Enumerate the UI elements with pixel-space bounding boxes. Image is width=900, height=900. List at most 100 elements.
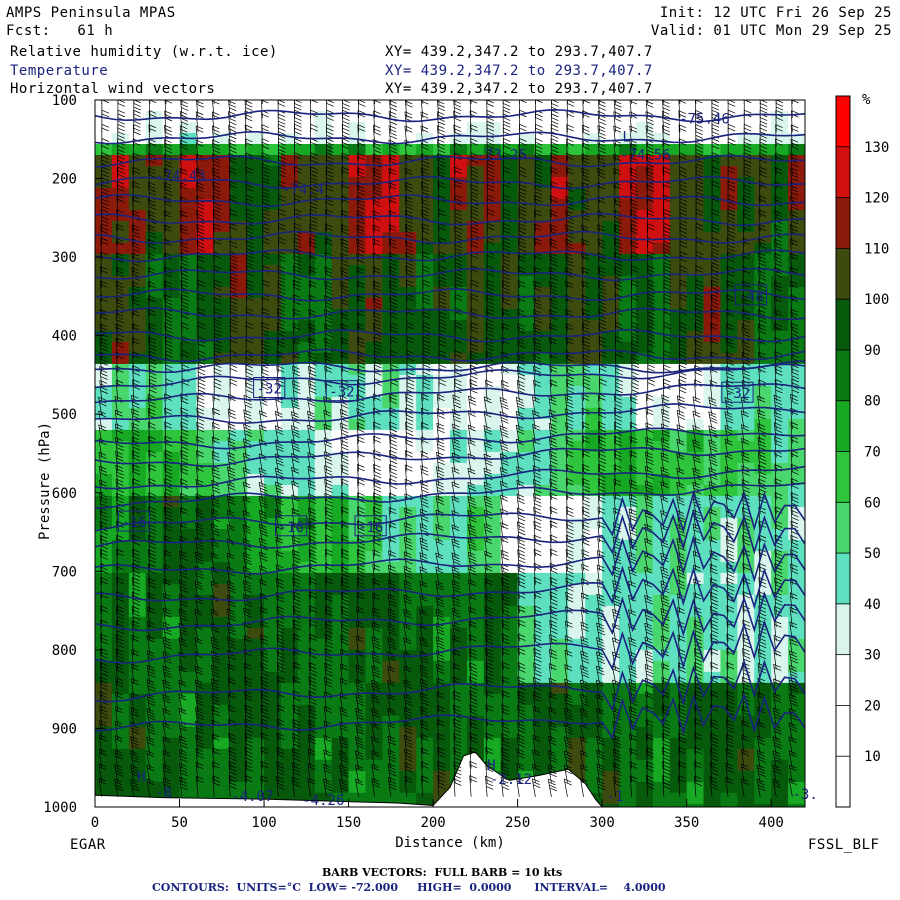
wind-barb-feather	[164, 185, 172, 190]
wind-barb-feather	[116, 630, 125, 634]
rh-cell	[433, 143, 451, 156]
wind-barb-feather	[163, 696, 171, 701]
rh-cell	[450, 759, 468, 772]
rh-cell	[585, 319, 603, 332]
rh-cell	[568, 319, 586, 332]
rh-cell	[416, 671, 434, 684]
rh-cell	[128, 770, 147, 783]
rh-cell	[179, 143, 198, 156]
wind-barb-feather	[100, 694, 108, 699]
rh-cell	[399, 495, 417, 508]
wind-barb-feather	[278, 184, 286, 188]
rh-cell	[788, 363, 805, 376]
wind-barb-feather	[260, 690, 269, 694]
wind-barb-feather	[132, 471, 140, 475]
wind-barb-feather	[260, 557, 268, 562]
wind-barb-feather	[211, 705, 219, 710]
wind-barb-feather	[163, 564, 171, 568]
rh-cell	[450, 198, 468, 211]
rh-cell	[635, 583, 654, 596]
wind-barb-feather	[116, 319, 124, 324]
wind-barb-feather	[244, 683, 253, 688]
rh-cell	[145, 737, 164, 750]
rh-cell	[635, 154, 654, 167]
rh-cell	[483, 660, 502, 673]
rh-cell	[433, 297, 451, 310]
rh-cell	[754, 440, 772, 453]
rh-cell	[720, 242, 738, 255]
rh-cell	[635, 451, 654, 464]
rh-cell	[551, 583, 569, 596]
rh-cell	[314, 264, 333, 277]
wind-barb-feather	[130, 750, 138, 755]
wind-barb-feather	[212, 674, 220, 678]
rh-cell	[128, 165, 147, 178]
rh-cell	[703, 561, 722, 574]
rh-cell	[382, 176, 400, 189]
rh-cell	[652, 506, 671, 519]
rh-cell	[534, 484, 553, 497]
wind-barb-feather	[197, 400, 205, 405]
rh-cell	[348, 550, 367, 563]
rh-cell	[466, 363, 485, 376]
wind-barb-feather	[101, 191, 109, 196]
wind-barb-feather	[196, 216, 205, 221]
rh-cell	[314, 561, 333, 574]
wind-barb-feather	[100, 665, 108, 670]
rh-cell	[416, 682, 434, 695]
rh-cell	[145, 100, 164, 112]
wind-barb-feather	[260, 746, 269, 751]
wind-barb-feather	[179, 724, 187, 729]
rh-cell	[280, 737, 299, 750]
wind-barb-feather	[261, 343, 269, 348]
rh-cell	[534, 748, 553, 761]
rh-cell	[788, 748, 805, 761]
rh-cell	[551, 528, 569, 541]
rh-cell	[331, 715, 350, 728]
wind-barb-feather	[244, 430, 252, 434]
rh-cell	[196, 242, 214, 255]
wind-barb-feather	[165, 368, 173, 372]
rh-cell	[416, 726, 434, 739]
wind-barb-feather	[196, 227, 205, 231]
wind-barb-feather	[226, 580, 235, 585]
rh-cell	[517, 297, 536, 310]
rh-cell	[619, 715, 637, 728]
rh-cell	[619, 165, 637, 178]
rh-cell	[585, 748, 603, 761]
wind-barb-feather	[180, 111, 188, 115]
rh-cell	[416, 319, 434, 332]
wind-barb-feather	[244, 680, 252, 684]
wind-barb-feather	[261, 386, 269, 390]
wind-barb-feather	[132, 495, 140, 500]
rh-cell	[771, 308, 789, 321]
wind-barb-feather	[99, 766, 107, 771]
rh-cell	[483, 429, 502, 442]
rh-cell	[602, 605, 620, 618]
rh-cell	[602, 330, 620, 343]
rh-cell	[585, 176, 603, 189]
wind-barb-feather	[195, 626, 203, 630]
rh-cell	[264, 165, 282, 178]
wind-barb-feather	[198, 385, 206, 390]
rh-cell	[433, 308, 451, 321]
wind-barb-feather	[116, 302, 124, 306]
wind-barb-feather	[211, 664, 219, 669]
rh-cell	[483, 121, 502, 134]
rh-cell	[652, 330, 671, 343]
wind-barb-feather	[101, 230, 109, 235]
wind-barb-feather	[226, 552, 235, 557]
rh-cell	[788, 176, 805, 189]
rh-cell	[669, 176, 688, 189]
wind-barb-feather	[164, 467, 173, 472]
wind-barb-feather	[262, 202, 270, 206]
rh-cell	[754, 792, 772, 805]
wind-barb-feather	[179, 628, 188, 633]
rh-cell	[264, 594, 282, 607]
wind-barb	[116, 224, 119, 246]
rh-cell	[686, 528, 705, 541]
wind-barb-feather	[260, 641, 269, 645]
rh-cell	[517, 429, 536, 442]
wind-barb-feather	[260, 529, 268, 534]
wind-barb-feather	[148, 202, 156, 207]
